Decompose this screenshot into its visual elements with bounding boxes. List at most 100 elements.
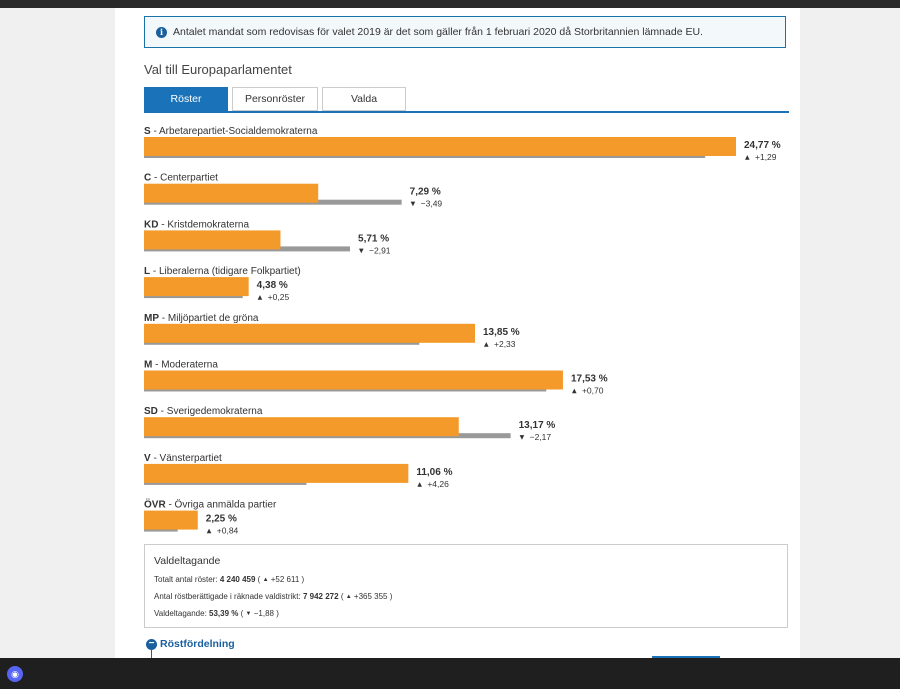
value-label: 13,85 % [483,327,520,338]
current-result-bar [144,370,563,390]
page-title: Val till Europaparlamentet [144,62,292,77]
value-label: 5,71 % [358,233,389,244]
party-label: V - Vänsterpartiet [144,453,222,464]
party-label: MP - Miljöpartiet de gröna [144,313,259,324]
page-margin-left [0,8,115,658]
current-result-bar [144,463,409,483]
party-label: SD - Sverigedemokraterna [144,406,263,417]
collapse-icon: − [146,638,157,650]
window-top-bar [0,0,900,8]
party-label: M - Moderaterna [144,360,218,371]
taskbar: ◉ [0,658,900,689]
turnout-panel: Valdeltagande Totalt antal röster: 4 240… [144,544,788,628]
party-name: - Miljöpartiet de gröna [159,313,259,324]
paren-close: ) [301,575,305,584]
tree-connector [151,650,152,658]
down-triangle-icon: ▼ [520,434,525,441]
party-label: C - Centerpartiet [144,173,218,184]
party-code: KD [144,219,158,230]
change-label: −3,49 [421,199,443,209]
value-label: 2,25 % [206,514,237,525]
current-result-bar [144,323,476,343]
party-code: L [144,266,150,277]
up-triangle-icon: ▲ [345,594,352,600]
change-label: +1,29 [755,152,777,162]
party-name: - Arbetarepartiet-Socialdemokraterna [151,126,318,137]
down-triangle-icon: ▼ [359,247,364,254]
current-result-bar [144,137,737,156]
party-code: S [144,126,151,137]
change-label: −2,17 [530,432,552,442]
tab-personroster[interactable]: Personröster [232,87,318,111]
participation-change: −1,88 [253,609,274,618]
value-label: 24,77 % [744,140,781,151]
paren-close: ) [389,592,393,601]
value-label: 4,38 % [257,280,288,291]
down-triangle-icon: ▼ [245,611,252,617]
participation-label: Valdeltagande: [154,609,207,618]
paren-open: ( [340,592,344,601]
party-name: - Moderaterna [152,360,218,371]
down-triangle-icon: ▼ [411,201,416,208]
party-code: M [144,360,152,371]
info-icon: i [156,26,167,38]
current-result-bar [144,277,249,297]
vote-distribution-label: Röstfördelning [160,638,235,650]
party-results-chart: S - Arbetarepartiet-Socialdemokraterna 24… [144,126,781,536]
party-name: - Kristdemokraterna [158,219,249,230]
party-label: ÖVR - Övriga anmälda partier [144,498,277,511]
party-name: - Liberalerna (tidigare Folkpartiet) [150,266,301,277]
party-code: V [144,453,151,464]
change-label: +0,25 [268,292,290,302]
change-label: +0,84 [217,526,239,536]
tab-underline [144,111,789,113]
up-triangle-icon: ▲ [484,341,489,348]
change-label: +4,26 [427,479,449,489]
eligible-row: Antal röstberättigade i räknade valdistr… [154,592,392,601]
value-label: 13,17 % [519,420,556,431]
value-label: 11,06 % [416,467,452,478]
discord-icon[interactable]: ◉ [7,666,23,682]
eligible-label: Antal röstberättigade i räknade valdistr… [154,592,301,601]
total-votes-change: +52 611 [270,575,300,584]
party-name: - Sverigedemokraterna [158,406,263,417]
notice-text: Antalet mandat som redovisas för valet 2… [173,26,703,38]
value-label: 7,29 % [410,187,441,198]
up-triangle-icon: ▲ [745,154,750,161]
paren-open: ( [240,609,244,618]
page-margin-right [800,8,900,658]
party-label: L - Liberalerna (tidigare Folkpartiet) [144,266,301,277]
party-code: SD [144,406,158,417]
notice-box: i Antalet mandat som redovisas för valet… [144,16,786,48]
value-label: 17,53 % [571,374,608,385]
party-code: C [144,173,151,184]
party-name: - Övriga anmälda partier [166,499,277,511]
eligible-value: 7 942 272 [302,592,339,601]
party-code: ÖVR [144,498,166,511]
up-triangle-icon: ▲ [572,388,577,395]
total-votes-label: Totalt antal röster: [154,575,218,584]
up-triangle-icon: ▲ [262,577,269,583]
current-result-bar [144,183,319,203]
change-label: +0,70 [582,386,604,396]
current-result-bar [144,510,198,530]
tab-roster[interactable]: Röster [144,87,228,111]
party-name: - Centerpartiet [151,173,218,184]
up-triangle-icon: ▲ [417,481,422,488]
up-triangle-icon: ▲ [258,294,263,301]
participation-row: Valdeltagande: 53,39 % ( ▼ −1,88 ) [154,609,279,618]
paren-close: ) [276,609,279,618]
total-votes-value: 4 240 459 [219,575,256,584]
change-label: +2,33 [494,339,516,349]
vote-distribution-toggle[interactable]: − Röstfördelning [146,638,235,650]
participation-value: 53,39 % [209,609,239,618]
current-result-bar [144,417,459,437]
up-triangle-icon: ▲ [207,528,212,535]
eligible-change: +365 355 [353,592,388,601]
change-label: −2,91 [369,245,391,255]
turnout-title: Valdeltagande [154,555,221,567]
party-label: KD - Kristdemokraterna [144,219,249,230]
total-votes-row: Totalt antal röster: 4 240 459 ( ▲ +52 6… [154,575,304,584]
tab-valda[interactable]: Valda [322,87,406,111]
paren-open: ( [257,575,261,584]
